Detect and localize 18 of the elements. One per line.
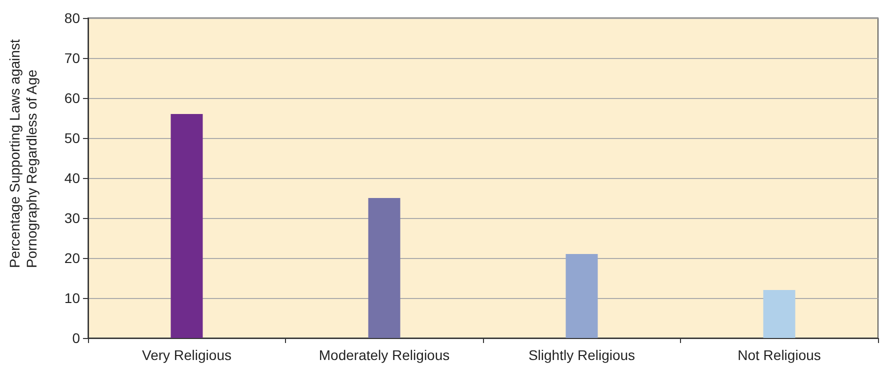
y-tick-label: 70	[64, 50, 80, 66]
x-tick-label: Not Religious	[738, 347, 821, 363]
y-tick-label: 40	[64, 170, 80, 186]
y-tick-label: 0	[72, 330, 80, 346]
x-tick-label: Moderately Religious	[318, 347, 450, 363]
bar	[170, 114, 203, 338]
bar	[368, 198, 400, 338]
y-tick-label: 10	[64, 290, 80, 306]
bar	[763, 290, 796, 338]
y-tick-label: 50	[64, 130, 80, 146]
x-tick-label: Slightly Religious	[528, 347, 636, 363]
x-tick-label: Very Religious	[142, 347, 232, 363]
y-tick-label: 80	[64, 10, 80, 26]
y-tick-label: 20	[64, 250, 80, 266]
bar	[566, 254, 598, 338]
y-axis-title: Percentage Supporting Laws against Pornography Regardless of Age	[6, 35, 40, 268]
y-tick-label: 30	[64, 210, 80, 226]
y-tick-label: 60	[64, 90, 80, 106]
